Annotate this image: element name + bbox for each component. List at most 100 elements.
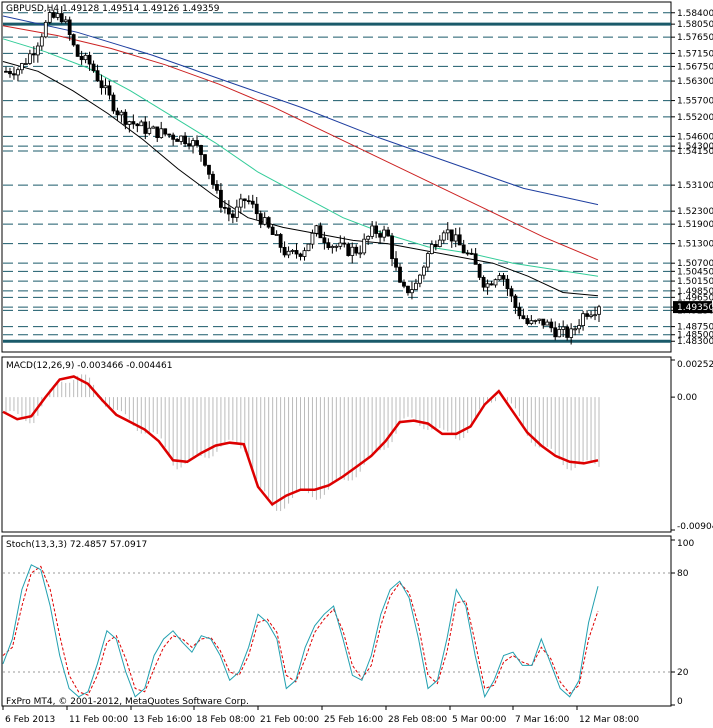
candle-body [266,217,271,228]
candle-body [565,326,570,338]
candle-body [362,238,367,254]
candle-body [310,232,315,245]
copyright-text: FxPro MT4, © 2001-2012, MetaQuotes Softw… [6,697,249,707]
candle-body [187,143,191,147]
candle-body [338,242,343,247]
candle-body [226,207,231,215]
main-chart-title: GBPUSD,H4 1.49128 1.49514 1.49126 1.4935… [6,4,220,14]
candle-body [322,237,327,244]
time-label: 12 Mar 08:00 [579,715,639,725]
candle-body [274,234,279,236]
price-label: 1.50700 [677,259,713,269]
current-price-label: 1.49350 [677,303,713,313]
candle-body [123,111,128,125]
candle-body [211,173,215,185]
time-label: 18 Feb 08:00 [196,715,255,725]
candle-body [497,275,502,281]
candle-body [4,70,8,73]
ma-blue-line [2,15,599,206]
candle-body [262,217,267,225]
time-label: 21 Feb 00:00 [260,715,319,725]
macd-signal-line [2,375,599,507]
stoch-main-line [2,564,599,699]
candle-body [27,53,32,64]
candle-body [195,140,199,146]
candle-body [553,327,558,338]
candle-body [509,288,514,297]
candle-body [254,203,259,215]
candle-body [473,253,478,265]
candle-body [561,326,566,330]
candle-body [163,128,168,135]
stoch-title: Stoch(13,3,3) 72.4857 57.0917 [6,540,148,550]
candle-body [346,243,351,256]
candle-body [330,246,335,249]
candle-body [414,282,418,290]
candle-body [95,70,100,82]
candle-body [378,233,383,238]
candle-body [314,225,319,234]
price-label: 1.50150 [677,277,713,287]
macd-scale-label: -0.00904 [677,522,713,532]
candle-body [55,13,60,18]
price-label: 1.50450 [677,267,713,277]
candle-body [366,235,371,240]
candle-body [374,225,379,234]
ma-black-line [2,61,599,297]
candle-body [286,250,291,256]
candle-body [298,253,303,257]
candle-body [151,126,156,129]
candle-body [270,226,275,235]
candle-body [87,54,92,65]
candle-body [585,313,589,317]
candle-body [569,328,574,338]
candle-body [350,246,355,256]
candle-body [39,36,44,47]
candle-body [139,121,144,127]
candle-body [159,128,164,138]
candle-body [557,329,562,338]
macd-title: MACD(12,26,9) -0.003466 -0.004461 [6,361,173,371]
candle-body [410,289,414,294]
candle-body [306,243,311,252]
candle-body [191,140,195,147]
candle-body [115,110,120,116]
candle-body [593,314,597,317]
candle-body [167,133,172,136]
candle-body [394,258,398,268]
candle-body [179,135,184,142]
candle-body [290,250,295,252]
candle-body [370,225,375,237]
stoch-signal-line [2,565,599,696]
candle-body [171,134,176,140]
ma-teal-line [2,38,599,277]
candle-body [107,85,112,96]
price-label: 1.49850 [677,287,713,297]
candle-body [469,252,474,255]
candle-body [127,121,132,125]
candle-body [147,127,152,134]
candle-body [433,244,438,247]
candle-body [537,318,542,321]
price-label: 1.58050 [677,20,713,30]
time-label: 7 Mar 16:00 [515,715,570,725]
candle-body [215,184,219,191]
price-label: 1.56750 [677,62,713,72]
candle-body [529,320,534,324]
candle-body [302,250,307,257]
time-label: 6 Feb 2013 [5,715,55,725]
candle-body [91,63,96,72]
candle-body [477,263,482,278]
candle-body [131,121,136,125]
candle-body [386,229,390,237]
candle-body [16,69,20,76]
price-label: 1.52300 [677,207,713,217]
candle-body [501,275,506,280]
time-label: 13 Feb 16:00 [133,715,192,725]
price-label: 1.56300 [677,77,713,87]
candle-body [207,164,211,175]
candle-body [103,85,108,89]
candle-body [258,213,263,225]
